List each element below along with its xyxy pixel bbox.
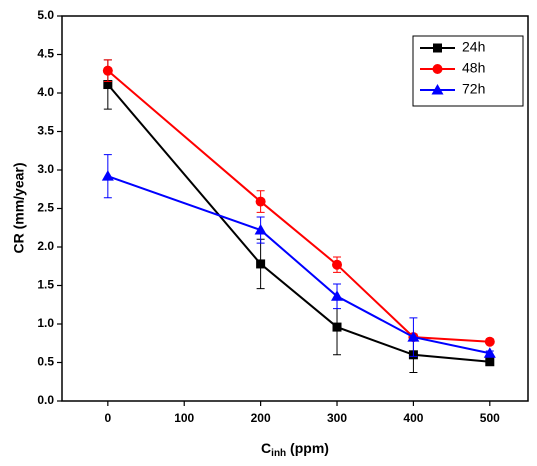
series-line	[107, 69, 490, 343]
marker	[484, 336, 495, 347]
legend-box	[412, 35, 524, 107]
x-tick-label: 300	[327, 411, 347, 425]
y-tick-label: 4.5	[37, 47, 54, 61]
marker	[407, 331, 420, 342]
x-tick-label: 400	[403, 411, 423, 425]
legend-label: 48h	[462, 60, 485, 76]
x-tick-label: 100	[174, 411, 194, 425]
x-label-sub: inh	[271, 448, 286, 459]
y-tick-label: 2.0	[37, 239, 54, 253]
x-axis-label: Cinh (ppm)	[261, 440, 329, 459]
marker	[103, 80, 113, 90]
legend-marker	[431, 84, 444, 95]
marker	[101, 170, 114, 181]
y-tick-label: 4.0	[37, 85, 54, 99]
x-tick-label: 0	[104, 411, 111, 425]
y-tick-label: 5.0	[37, 8, 54, 22]
legend-label: 24h	[462, 39, 485, 55]
x-label-main: C	[261, 440, 271, 456]
marker	[331, 290, 344, 301]
marker	[332, 322, 342, 332]
x-tick-label: 200	[251, 411, 271, 425]
legend-label: 72h	[462, 81, 485, 97]
y-tick-label: 0.0	[37, 393, 54, 407]
marker	[255, 196, 266, 207]
marker	[102, 65, 113, 76]
y-tick-label: 3.0	[37, 162, 54, 176]
marker	[483, 347, 496, 358]
series-line	[107, 175, 491, 355]
marker	[332, 259, 343, 270]
marker	[485, 357, 495, 367]
y-tick-label: 3.5	[37, 124, 54, 138]
marker	[256, 259, 266, 269]
y-tick-label: 0.5	[37, 355, 54, 369]
legend-marker	[432, 64, 443, 74]
legend-marker	[433, 43, 442, 53]
y-tick-label: 2.5	[37, 201, 54, 215]
x-tick-label: 500	[480, 411, 500, 425]
y-tick-label: 1.0	[37, 316, 54, 330]
y-axis-label: CR (mm/year)	[11, 162, 27, 253]
marker	[254, 224, 267, 235]
y-tick-label: 1.5	[37, 278, 54, 292]
x-label-unit: (ppm)	[286, 440, 329, 456]
series-line	[107, 83, 490, 363]
